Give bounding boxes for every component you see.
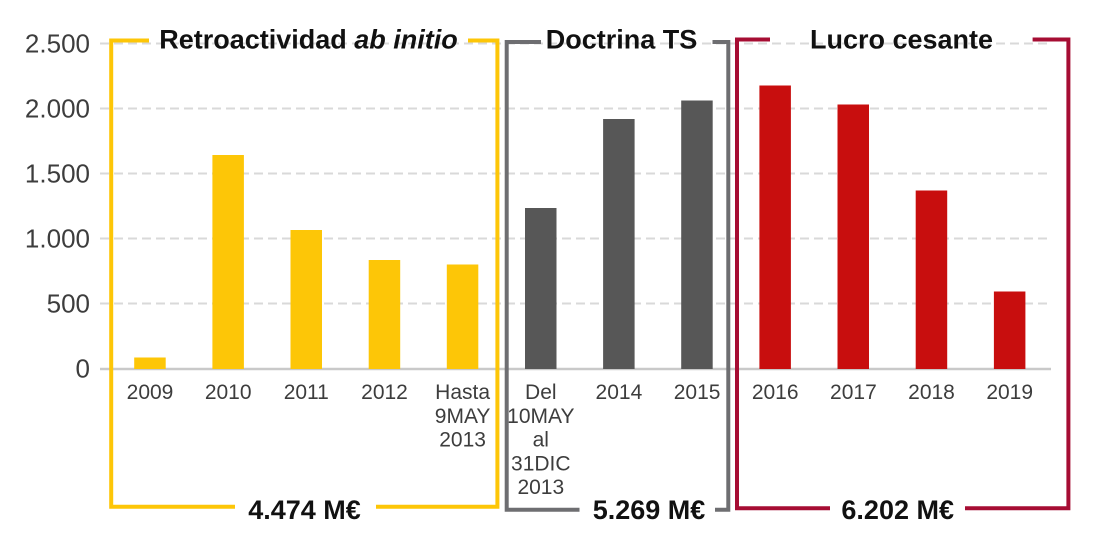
- svg-text:2016: 2016: [752, 381, 799, 404]
- svg-text:500: 500: [47, 289, 90, 319]
- svg-text:2009: 2009: [127, 381, 174, 404]
- svg-text:Hasta: Hasta: [435, 381, 490, 404]
- svg-text:0: 0: [76, 354, 90, 384]
- svg-text:2014: 2014: [596, 381, 643, 404]
- svg-text:al: al: [533, 429, 549, 452]
- svg-text:9MAY: 9MAY: [435, 405, 491, 428]
- svg-text:5.269 M€: 5.269 M€: [593, 495, 706, 525]
- svg-text:10MAY: 10MAY: [507, 405, 574, 428]
- svg-text:2013: 2013: [517, 476, 564, 499]
- svg-text:2019: 2019: [986, 381, 1033, 404]
- svg-text:Doctrina TS: Doctrina TS: [546, 25, 698, 55]
- svg-text:2017: 2017: [830, 381, 877, 404]
- svg-text:Del: Del: [525, 381, 557, 404]
- svg-text:2013: 2013: [439, 429, 486, 452]
- svg-text:6.202 M€: 6.202 M€: [841, 495, 954, 525]
- svg-text:31DIC: 31DIC: [511, 452, 571, 475]
- svg-text:2015: 2015: [674, 381, 721, 404]
- svg-text:Retroactividad ab initio: Retroactividad ab initio: [159, 25, 458, 55]
- svg-text:2010: 2010: [205, 381, 252, 404]
- svg-text:2.500: 2.500: [25, 29, 90, 59]
- svg-text:2018: 2018: [908, 381, 955, 404]
- svg-text:4.474 M€: 4.474 M€: [248, 495, 361, 525]
- svg-text:2.000: 2.000: [25, 94, 90, 124]
- svg-text:2011: 2011: [284, 381, 329, 404]
- svg-text:2012: 2012: [361, 381, 408, 404]
- svg-text:Lucro cesante: Lucro cesante: [810, 25, 993, 55]
- svg-text:1.500: 1.500: [25, 159, 90, 189]
- svg-text:1.000: 1.000: [25, 224, 90, 254]
